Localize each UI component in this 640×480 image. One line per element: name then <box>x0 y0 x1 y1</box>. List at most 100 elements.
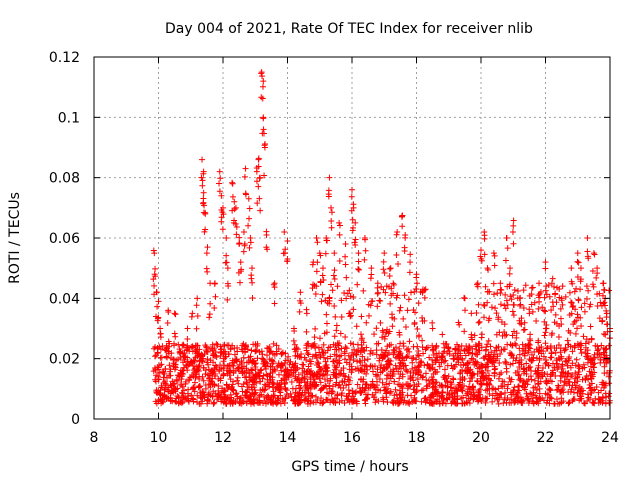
data-point <box>405 345 412 352</box>
data-point <box>224 296 231 303</box>
data-point <box>358 313 365 320</box>
data-point <box>224 265 231 272</box>
data-point <box>600 292 607 299</box>
data-point <box>567 364 574 371</box>
data-point <box>584 391 591 398</box>
data-point <box>240 381 247 388</box>
data-point <box>436 400 443 407</box>
data-point <box>254 200 261 207</box>
data-point <box>246 369 253 376</box>
data-point <box>581 300 588 307</box>
data-point <box>425 377 432 384</box>
data-point <box>407 259 414 266</box>
data-point <box>343 295 350 302</box>
data-point <box>311 334 318 341</box>
data-point <box>415 352 422 359</box>
data-point <box>336 258 343 265</box>
data-point <box>329 389 336 396</box>
data-point <box>316 363 323 370</box>
data-point <box>406 400 413 407</box>
data-point <box>384 364 391 371</box>
data-point <box>341 290 348 297</box>
data-point <box>374 366 381 373</box>
data-point <box>218 192 225 199</box>
data-point <box>507 293 514 300</box>
data-point <box>388 285 395 292</box>
data-point <box>161 378 168 385</box>
data-point <box>392 386 399 393</box>
data-point <box>570 389 577 396</box>
data-point <box>498 390 505 397</box>
data-point <box>574 250 581 257</box>
data-point <box>176 399 183 406</box>
data-point <box>470 383 477 390</box>
data-point <box>404 385 411 392</box>
data-point <box>199 182 206 189</box>
data-point <box>320 354 327 361</box>
data-point <box>601 349 608 356</box>
data-point <box>183 344 190 351</box>
x-tick-labels: 8 10 12 14 16 18 20 22 24 <box>90 430 619 446</box>
data-point <box>579 376 586 383</box>
data-point <box>243 380 250 387</box>
data-point <box>242 165 249 172</box>
data-point <box>414 352 421 359</box>
data-point <box>599 379 606 386</box>
data-point <box>352 242 359 249</box>
data-point <box>167 366 174 373</box>
data-point <box>459 357 466 364</box>
data-point <box>173 395 180 402</box>
data-point <box>536 280 543 287</box>
data-point <box>343 382 350 389</box>
data-point <box>387 388 394 395</box>
data-point <box>419 288 426 295</box>
data-point <box>240 228 247 235</box>
data-point <box>211 305 218 312</box>
data-point <box>527 337 534 344</box>
data-point <box>306 368 313 375</box>
data-point <box>338 392 345 399</box>
data-point <box>332 342 339 349</box>
data-point <box>328 209 335 216</box>
data-point <box>542 308 549 315</box>
data-point <box>553 360 560 367</box>
data-point <box>374 303 381 310</box>
data-point <box>536 357 543 364</box>
data-point <box>517 394 524 401</box>
data-point <box>465 364 472 371</box>
data-point <box>260 387 267 394</box>
data-point <box>362 247 369 254</box>
data-point <box>295 396 302 403</box>
data-point <box>525 347 532 354</box>
data-point <box>534 370 541 377</box>
data-point <box>417 372 424 379</box>
data-point <box>371 331 378 338</box>
data-point <box>215 382 222 389</box>
data-point <box>429 342 436 349</box>
data-point <box>439 353 446 360</box>
data-point <box>416 332 423 339</box>
data-point <box>296 308 303 315</box>
data-point <box>571 379 578 386</box>
data-point <box>516 295 523 302</box>
data-point <box>220 364 227 371</box>
data-point <box>328 281 335 288</box>
data-point <box>445 373 452 380</box>
data-point <box>182 378 189 385</box>
data-point <box>599 399 606 406</box>
data-point <box>169 387 176 394</box>
data-point <box>575 368 582 375</box>
data-point <box>393 252 400 259</box>
data-point <box>215 376 222 383</box>
data-point <box>326 385 333 392</box>
data-point <box>349 216 356 223</box>
data-point <box>312 325 319 332</box>
data-point <box>414 280 421 287</box>
data-point <box>332 364 339 371</box>
data-point <box>514 368 521 375</box>
data-point <box>342 373 349 380</box>
data-point <box>308 367 315 374</box>
data-point <box>248 347 255 354</box>
data-point <box>430 346 437 353</box>
data-point <box>249 378 256 385</box>
